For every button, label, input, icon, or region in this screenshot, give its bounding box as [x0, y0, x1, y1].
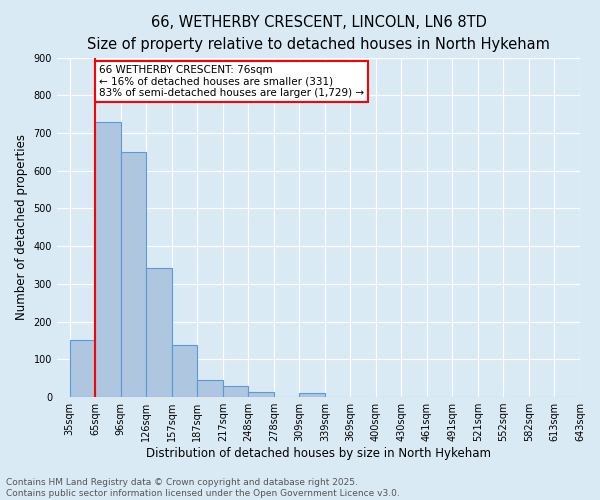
Bar: [70, 340, 95, 397]
Bar: [121, 152, 146, 397]
Bar: [95, 122, 121, 397]
Y-axis label: Number of detached properties: Number of detached properties: [15, 134, 28, 320]
X-axis label: Distribution of detached houses by size in North Hykeham: Distribution of detached houses by size …: [146, 447, 491, 460]
Bar: [146, 268, 172, 397]
Bar: [223, 386, 248, 397]
Text: 66 WETHERBY CRESCENT: 76sqm
← 16% of detached houses are smaller (331)
83% of se: 66 WETHERBY CRESCENT: 76sqm ← 16% of det…: [99, 65, 364, 98]
Text: Contains HM Land Registry data © Crown copyright and database right 2025.
Contai: Contains HM Land Registry data © Crown c…: [6, 478, 400, 498]
Bar: [172, 346, 197, 397]
Bar: [299, 394, 325, 397]
Title: 66, WETHERBY CRESCENT, LINCOLN, LN6 8TD
Size of property relative to detached ho: 66, WETHERBY CRESCENT, LINCOLN, LN6 8TD …: [87, 15, 550, 52]
Bar: [197, 380, 223, 397]
Bar: [248, 392, 274, 397]
